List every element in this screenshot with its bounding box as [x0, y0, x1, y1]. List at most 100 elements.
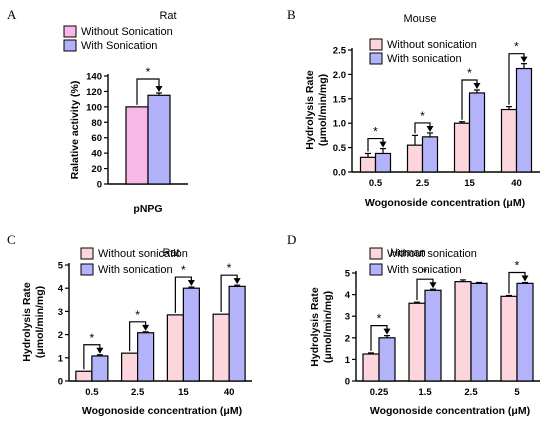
bar-without — [166, 314, 184, 382]
significance-star: * — [515, 259, 520, 273]
y-axis-label-line: Hydrolysis Rate — [304, 70, 316, 150]
significance-bracket-head — [521, 275, 529, 282]
y-tick-label: 1 — [58, 353, 64, 364]
y-tick-label: 120 — [86, 87, 102, 98]
significance-bracket-head — [520, 56, 528, 63]
bar-with — [137, 332, 155, 382]
significance-star: * — [423, 265, 428, 279]
x-tick-label: 2.5 — [416, 178, 430, 189]
legend-swatch-without — [63, 25, 77, 38]
x-tick-label: 2.5 — [131, 387, 145, 398]
y-tick-label: 4 — [58, 284, 64, 295]
significance-bracket-head — [142, 324, 150, 331]
y-axis-label: Hydrolysis Rate(μmol/min/mg) — [304, 70, 329, 150]
bar-with — [228, 285, 246, 382]
chart-title: Rat — [159, 10, 176, 22]
legend-swatch-without — [369, 247, 383, 260]
significance-bracket-head — [187, 280, 195, 287]
bar-with — [147, 94, 171, 185]
significance-bracket-head — [96, 347, 104, 354]
significance-star: * — [146, 65, 151, 79]
significance-bracket — [416, 278, 434, 301]
bar-without — [406, 144, 424, 173]
x-tick-label: 40 — [224, 387, 235, 398]
y-tick-label: 2 — [345, 333, 350, 344]
significance-bracket — [220, 274, 238, 313]
x-axis-label: Wogonoside concentration (μM) — [370, 405, 530, 417]
x-axis-label: Wogonoside concentration (μM) — [365, 197, 525, 209]
y-axis-label-line: (μmol/min/mg) — [34, 286, 46, 358]
y-tick-label: 4 — [345, 290, 351, 301]
legend-swatch-with — [369, 52, 383, 65]
y-tick-label: 1.5 — [333, 94, 347, 105]
panel-a: A Rat 0 20 40 60 80 100 120 140 Ralative activity … — [7, 7, 188, 215]
y-axis-label: Hydrolysis Rate(μmol/min/mg) — [21, 282, 46, 362]
y-tick-label: 40 — [91, 149, 102, 160]
legend-label-without: Without Sonication — [81, 26, 173, 38]
x-tick-label: 2.5 — [464, 387, 478, 398]
y-tick-label: 5 — [58, 261, 64, 272]
significance-bracket-head — [233, 278, 241, 285]
bar-without — [125, 106, 149, 185]
bar-without — [408, 302, 426, 382]
significance-bracket-head — [379, 141, 387, 148]
significance-star: * — [467, 66, 472, 80]
significance-bracket — [461, 79, 478, 120]
panel-letter: C — [7, 232, 16, 247]
x-tick-label: 0.25 — [370, 387, 389, 398]
significance-star: * — [514, 40, 519, 54]
bar-without — [453, 122, 471, 173]
significance-star: * — [181, 263, 186, 277]
x-axis-label: pNPG — [133, 203, 162, 215]
y-axis-label: Ralative activity (%) — [69, 81, 81, 180]
legend-swatch-without — [80, 247, 94, 260]
y-tick-label: 0 — [58, 377, 63, 388]
y-tick-label: 5 — [345, 269, 351, 280]
significance-bracket-head — [473, 83, 481, 90]
legend-label-without: Without sonication — [387, 39, 477, 51]
panel-letter: B — [287, 7, 296, 22]
bar-with — [374, 152, 392, 173]
legend-label-without: Without sonication — [387, 248, 477, 260]
x-axis-label: Wogonoside concentration (μM) — [82, 405, 242, 417]
chart-title: Human — [390, 247, 425, 259]
significance-star: * — [373, 125, 378, 139]
y-tick-label: 2.0 — [333, 70, 346, 81]
y-axis-label-line: Hydrolysis Rate — [309, 287, 321, 367]
bar-with — [515, 67, 533, 173]
legend-swatch-without — [369, 38, 383, 51]
legend-label-without: Without sonication — [98, 248, 188, 260]
significance-bracket — [367, 137, 384, 152]
bar-with — [421, 136, 439, 173]
legend-label-with: With sonication — [98, 264, 173, 276]
bar-with — [91, 355, 109, 382]
legend-label-with: With sonication — [387, 53, 462, 65]
y-tick-label: 3 — [345, 312, 350, 323]
bar-without — [500, 295, 518, 382]
legend-label-with: With Sonication — [81, 40, 157, 52]
x-tick-label: 0.5 — [369, 178, 383, 189]
y-tick-label: 0 — [97, 180, 102, 191]
y-tick-label: 20 — [91, 164, 102, 175]
bar-without — [500, 108, 518, 173]
legend-swatch-with — [369, 263, 383, 276]
y-tick-label: 80 — [91, 118, 102, 129]
x-tick-label: 15 — [464, 178, 475, 189]
y-tick-label: 1.0 — [333, 119, 346, 130]
chart-title: Rat — [162, 247, 179, 259]
y-tick-label: 0 — [345, 377, 350, 388]
bar-with — [468, 92, 486, 173]
panel-letter: A — [7, 7, 17, 22]
significance-star: * — [420, 109, 425, 123]
bar-without — [212, 313, 230, 382]
bar-with — [378, 337, 396, 382]
y-axis-label: Hydrolysis Rate(μmol/min/mg) — [309, 287, 334, 367]
y-axis-label-line: (μmol/min/mg) — [322, 291, 334, 363]
bar-without — [75, 370, 93, 382]
significance-bracket — [136, 78, 160, 105]
significance-bracket — [414, 122, 431, 134]
significance-bracket-head — [383, 328, 391, 335]
significance-star: * — [377, 312, 382, 326]
x-tick-label: 0.5 — [85, 387, 99, 398]
significance-bracket — [508, 271, 526, 294]
